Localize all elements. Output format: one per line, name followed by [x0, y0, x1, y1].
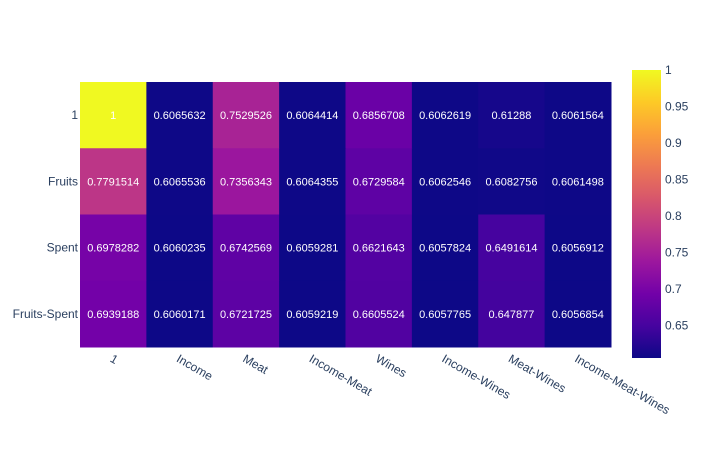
heatmap-cell: [411, 148, 479, 215]
heatmap-cell: [212, 148, 280, 215]
x-tick-label: Income-Meat-Wines: [572, 351, 672, 417]
y-tick-label: Fruits-Spent: [13, 307, 79, 321]
cell-value-label: 0.6057765: [419, 309, 471, 321]
heatmap-cell: [478, 214, 546, 282]
heatmap-cell: [146, 280, 214, 348]
colorbar-tick-label: 0.95: [665, 100, 689, 114]
y-axis-ticks: 1 Fruits Spent Fruits-Spent: [13, 108, 79, 321]
heatmap-cell: [345, 148, 413, 215]
cell-value-label: 0.6060171: [154, 309, 206, 321]
cell-value-label: 0.6064355: [286, 176, 338, 188]
heatmap-cell: [212, 214, 280, 282]
cell-value-label: 0.6059219: [286, 309, 338, 321]
cell-value-label: 0.6605524: [353, 309, 405, 321]
heatmap-cell: [80, 148, 147, 215]
colorbar-tick-label: 1: [665, 63, 672, 77]
heatmap-cell: [212, 82, 280, 149]
heatmap-cells: 1 0.6065632 0.7529526 0.6064414 0.6856708 0.6…: [80, 82, 612, 348]
cell-value-label: 0.6061498: [552, 176, 604, 188]
cell-value-label: 0.6062619: [419, 110, 471, 122]
cell-value-label: 0.7356343: [220, 176, 272, 188]
heatmap-cell: [279, 214, 346, 282]
x-tick-label: Income: [174, 351, 215, 383]
x-tick-label: Meat: [240, 351, 271, 377]
cell-value-label: 0.6082756: [485, 176, 537, 188]
heatmap-cell: [80, 82, 147, 149]
cell-value-label: 0.6057824: [419, 243, 471, 255]
heatmap-cell: [544, 214, 612, 282]
cell-value-label: 0.6721725: [220, 309, 272, 321]
cell-value-label: 0.647877: [488, 309, 534, 321]
cell-value-label: 0.6059281: [286, 243, 338, 255]
heatmap-cell: [544, 280, 612, 348]
cell-value-label: 0.6061564: [552, 110, 604, 122]
colorbar-tick-label: 0.65: [665, 319, 689, 333]
cell-value-label: 0.6978282: [87, 243, 139, 255]
cell-value-label: 1: [110, 110, 116, 122]
heatmap-cell: [279, 82, 346, 149]
cell-value-label: 0.6491614: [485, 243, 537, 255]
cell-value-label: 0.6060235: [154, 243, 206, 255]
cell-value-label: 0.6939188: [87, 309, 139, 321]
colorbar-tick-label: 0.8: [665, 209, 682, 223]
x-tick-label: Wines: [373, 351, 409, 380]
heatmap-cell: [411, 82, 479, 149]
cell-value-label: 0.6742569: [220, 243, 272, 255]
heatmap-cell: [544, 148, 612, 215]
colorbar: 0.65 0.7 0.75 0.8 0.85 0.9 0.95 1: [632, 63, 689, 358]
heatmap-cell: [478, 148, 546, 215]
x-tick-label: Income-Wines: [440, 351, 513, 401]
y-tick-label: Spent: [47, 241, 79, 255]
heatmap-cell: [146, 148, 214, 215]
cell-value-label: 0.6065632: [154, 110, 206, 122]
heatmap-cell: [80, 214, 147, 282]
heatmap-cell: [345, 82, 413, 149]
colorbar-tick-label: 0.7: [665, 282, 682, 296]
heatmap-cell: [146, 214, 214, 282]
cell-value-label: 0.6856708: [353, 110, 405, 122]
y-tick-label: 1: [71, 108, 78, 122]
cell-value-label: 0.6729584: [353, 176, 405, 188]
cell-value-label: 0.6064414: [286, 110, 338, 122]
heatmap-cell: [345, 280, 413, 348]
heatmap-cell: [478, 82, 546, 149]
x-tick-label: Meat-Wines: [506, 351, 568, 395]
cell-value-label: 0.6065536: [154, 176, 206, 188]
heatmap-cell: [80, 280, 147, 348]
heatmap-cell: [146, 82, 214, 149]
cell-value-label: 0.6056854: [552, 309, 604, 321]
heatmap-cell: [279, 148, 346, 215]
cell-value-label: 0.6056912: [552, 243, 604, 255]
x-tick-label: Income-Meat: [307, 351, 375, 398]
heatmap-cell: [544, 82, 612, 149]
cell-value-label: 0.61288: [492, 110, 532, 122]
cell-value-label: 0.7529526: [220, 110, 272, 122]
cell-value-label: 0.6621643: [353, 243, 405, 255]
heatmap-cell: [411, 214, 479, 282]
colorbar-tick-label: 0.85: [665, 173, 689, 187]
heatmap-cell: [279, 280, 346, 348]
y-tick-label: Fruits: [48, 174, 78, 188]
x-tick-label: 1: [108, 351, 121, 367]
heatmap-cell: [212, 280, 280, 348]
colorbar-gradient: [632, 70, 661, 358]
cell-value-label: 0.7791514: [87, 176, 139, 188]
heatmap-cell: [345, 214, 413, 282]
colorbar-tick-label: 0.75: [665, 246, 689, 260]
heatmap-cell: [478, 280, 546, 348]
heatmap-cell: [411, 280, 479, 348]
colorbar-tick-label: 0.9: [665, 136, 682, 150]
cell-value-label: 0.6062546: [419, 176, 471, 188]
